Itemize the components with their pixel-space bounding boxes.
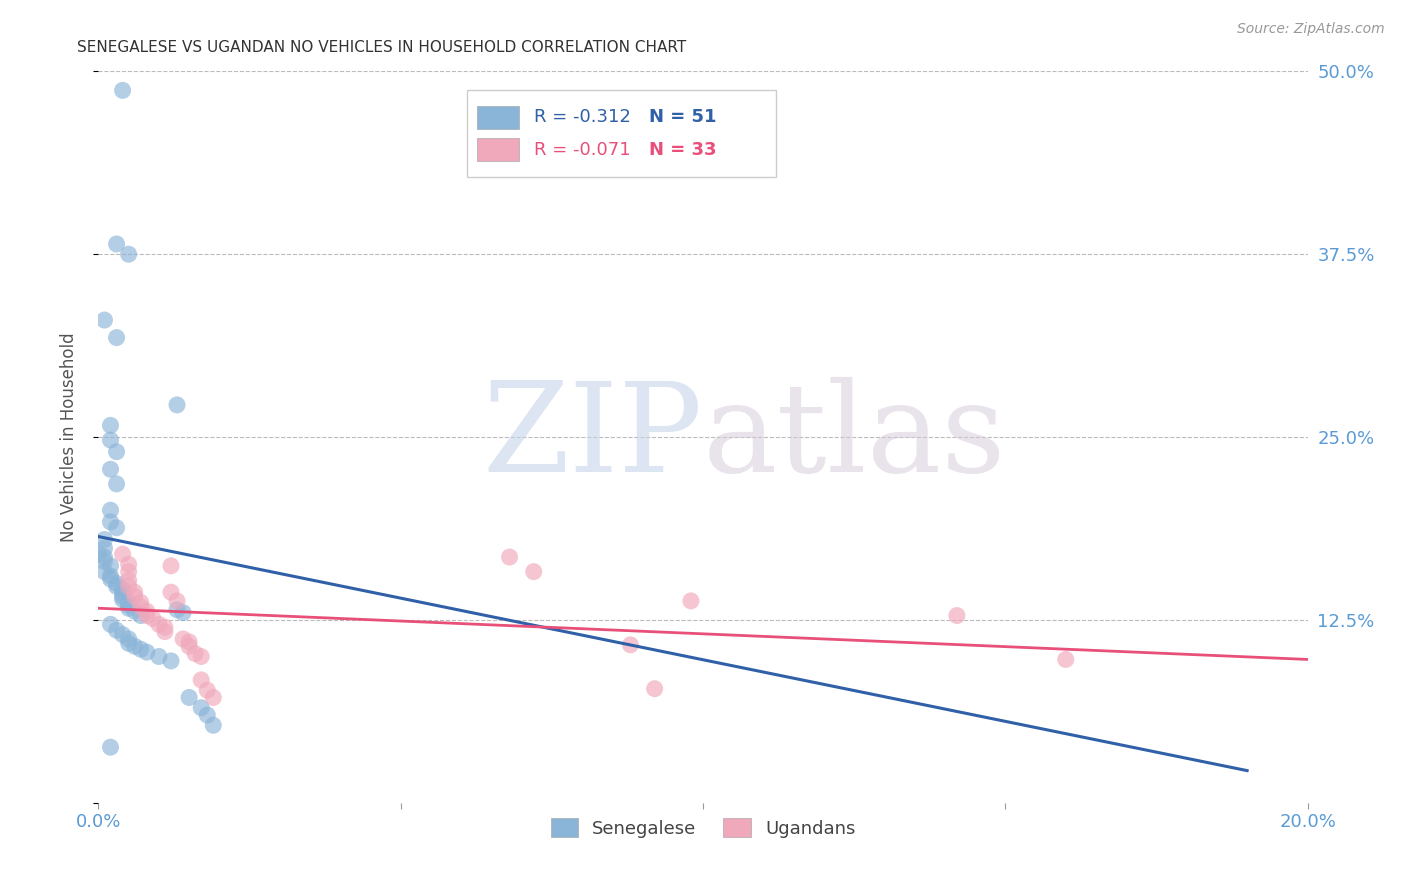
Point xyxy=(100,418,122,433)
Point xyxy=(129,595,152,609)
FancyBboxPatch shape xyxy=(467,90,776,178)
Point xyxy=(93,541,115,556)
Point xyxy=(111,547,134,561)
Text: atlas: atlas xyxy=(703,376,1007,498)
Point xyxy=(129,642,152,657)
Point xyxy=(148,617,170,632)
Point xyxy=(111,83,134,97)
Point xyxy=(523,565,546,579)
FancyBboxPatch shape xyxy=(477,138,519,161)
Point xyxy=(100,503,122,517)
Point xyxy=(135,608,157,623)
Point xyxy=(93,313,115,327)
Y-axis label: No Vehicles in Household: No Vehicles in Household xyxy=(59,332,77,542)
Point xyxy=(124,604,146,618)
Point xyxy=(179,690,201,705)
Point xyxy=(100,433,122,447)
Point xyxy=(100,515,122,529)
Point xyxy=(184,647,207,661)
Text: Source: ZipAtlas.com: Source: ZipAtlas.com xyxy=(1237,22,1385,37)
Text: SENEGALESE VS UGANDAN NO VEHICLES IN HOUSEHOLD CORRELATION CHART: SENEGALESE VS UGANDAN NO VEHICLES IN HOU… xyxy=(77,40,686,55)
Point xyxy=(166,594,188,608)
Point xyxy=(105,476,128,491)
Point xyxy=(135,604,157,618)
Point xyxy=(118,558,141,572)
Point xyxy=(946,608,969,623)
Point xyxy=(93,533,115,547)
Legend: Senegalese, Ugandans: Senegalese, Ugandans xyxy=(543,811,863,845)
Point xyxy=(124,585,146,599)
Point xyxy=(160,654,183,668)
Point xyxy=(105,579,128,593)
Point xyxy=(619,638,641,652)
Point xyxy=(111,592,134,607)
Point xyxy=(172,606,194,620)
Point xyxy=(111,582,134,597)
Point xyxy=(93,565,115,579)
Point xyxy=(100,558,122,573)
Point xyxy=(644,681,666,696)
Point xyxy=(105,623,128,637)
Point xyxy=(498,549,520,564)
Point xyxy=(179,635,201,649)
Point xyxy=(202,690,225,705)
Point xyxy=(118,636,141,650)
Point xyxy=(118,574,141,588)
Text: N = 51: N = 51 xyxy=(648,109,716,127)
Point xyxy=(118,601,141,615)
Point xyxy=(202,718,225,732)
Point xyxy=(93,549,115,564)
Point xyxy=(142,611,165,625)
Point xyxy=(195,683,218,698)
Point xyxy=(100,462,122,476)
Point xyxy=(111,590,134,604)
Point xyxy=(124,590,146,604)
Point xyxy=(190,649,212,664)
Point xyxy=(111,627,134,641)
Point xyxy=(166,398,188,412)
Text: ZIP: ZIP xyxy=(482,376,703,498)
Point xyxy=(1054,652,1077,666)
Point xyxy=(105,444,128,458)
Point xyxy=(105,237,128,252)
Point xyxy=(105,330,128,344)
Point xyxy=(111,586,134,600)
Point xyxy=(87,547,110,561)
Point xyxy=(100,572,122,586)
Text: R = -0.071: R = -0.071 xyxy=(534,141,630,159)
Point xyxy=(100,569,122,583)
Point xyxy=(118,579,141,593)
Point xyxy=(679,594,702,608)
Point xyxy=(148,649,170,664)
Text: N = 33: N = 33 xyxy=(648,141,716,159)
Point xyxy=(93,554,115,568)
Point xyxy=(100,740,122,755)
Point xyxy=(118,632,141,646)
Point xyxy=(160,585,183,599)
Point xyxy=(190,673,212,687)
Point xyxy=(153,624,176,639)
Point xyxy=(105,521,128,535)
Point xyxy=(172,632,194,646)
Point xyxy=(166,603,188,617)
Point xyxy=(160,558,183,573)
Point xyxy=(129,608,152,623)
Point xyxy=(135,645,157,659)
Point xyxy=(124,640,146,654)
Point xyxy=(195,708,218,723)
Point xyxy=(118,599,141,613)
Point xyxy=(118,247,141,261)
Text: R = -0.312: R = -0.312 xyxy=(534,109,631,127)
Point xyxy=(118,565,141,579)
Point xyxy=(129,599,152,614)
Point xyxy=(179,640,201,654)
Point xyxy=(118,595,141,609)
Point xyxy=(190,700,212,714)
Point xyxy=(100,617,122,632)
Point xyxy=(153,620,176,634)
FancyBboxPatch shape xyxy=(477,106,519,129)
Point xyxy=(105,576,128,591)
